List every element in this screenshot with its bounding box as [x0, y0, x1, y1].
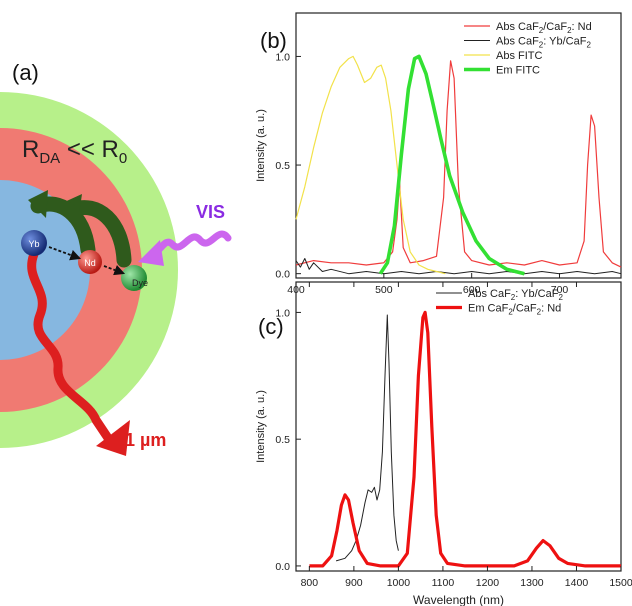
yb-ion	[21, 230, 47, 256]
emission-arrow	[27, 249, 130, 456]
chart-c-x-tick-label-800: 800	[301, 577, 319, 589]
chart-c-y-axis-label: Intensity (a. u.)	[255, 390, 267, 463]
nd-label: Nd	[84, 258, 96, 268]
chart-b-series-4-line	[378, 54, 525, 276]
chart-c-series-1-line	[335, 314, 399, 562]
chart-c-x-tick-label-1300: 1300	[520, 577, 544, 589]
chart-b-y-tick-label-2: 1.0	[275, 51, 290, 63]
dye-molecule	[121, 265, 147, 291]
chart-c-x-tick-label-900: 900	[345, 577, 363, 589]
chart-c: 800 900 1000 1100 1200 1300 1400 1500 0.0 0.5 1.0 I…	[255, 281, 632, 606]
chart-b-x-tick-label-700: 700	[551, 284, 569, 296]
chart-b-series-2-line	[295, 258, 622, 275]
chart-b-legend-label-3: Abs FITC	[496, 50, 543, 62]
energy-transfer-arrow-nd-to-yb	[28, 190, 96, 258]
chart-c-y-tick-label-2: 1.0	[275, 307, 290, 319]
chart-c-x-axis-label: Wavelength (nm)	[413, 593, 504, 606]
chart-c-x-tick-label-1500: 1500	[609, 577, 632, 589]
chart-b-series-1-line	[295, 60, 622, 268]
chart-b-legend-label-2: Abs CaF2: Yb/CaF2	[496, 36, 591, 50]
chart-c-series-2-line	[309, 310, 621, 568]
chart-c-x-tick-label-1400: 1400	[565, 577, 589, 589]
dye-nd-coupling	[103, 265, 126, 276]
yb-label: Yb	[28, 239, 39, 249]
panel-a-label: (a)	[12, 60, 39, 85]
chart-c-legend-label-1: Abs CaF2: Yb/CaF2	[468, 288, 563, 302]
chart-b-series-3-line	[295, 55, 446, 275]
emission-label: 1 µm	[125, 430, 166, 450]
vis-label: VIS	[196, 202, 225, 222]
chart-b-panel-label: (b)	[260, 28, 287, 53]
chart-c-y-tick-label-1: 0.5	[275, 434, 290, 446]
chart-b-y-tick-label-1: 0.5	[275, 160, 290, 172]
chart-c-x-tick-label-1100: 1100	[432, 577, 455, 589]
chart-b-y-tick-label-0: 0.0	[275, 269, 290, 281]
chart-c-y-tick-label-0: 0.0	[275, 561, 290, 573]
chart-c-panel-label: (c)	[258, 314, 284, 339]
ratio-label: RDA << R0	[22, 136, 127, 167]
nd-ion	[78, 250, 102, 274]
chart-b-x-tick-label-500: 500	[375, 284, 393, 296]
chart-b-legend-label-1: Abs CaF2/CaF2: Nd	[496, 21, 592, 35]
chart-b-legend-label-4: Em FITC	[496, 65, 540, 77]
chart-c-frame	[295, 281, 622, 572]
chart-c-x-tick-label-1000: 1000	[387, 577, 411, 589]
chart-c-x-tick-label-1200: 1200	[476, 577, 500, 589]
chart-b-frame	[295, 12, 622, 279]
chart-b-x-tick-label-600: 600	[463, 284, 481, 296]
core	[0, 180, 90, 360]
chart-c-legend-label-2: Em CaF2/CaF2: Nd	[468, 303, 561, 317]
vis-excitation-arrow	[138, 230, 232, 266]
chart-b-y-axis-label: Intensity (a. u.)	[255, 109, 267, 182]
energy-transfer-scheme: (a) RDA << R0 1 µm	[0, 60, 232, 456]
dye-label: Dye	[132, 278, 148, 288]
